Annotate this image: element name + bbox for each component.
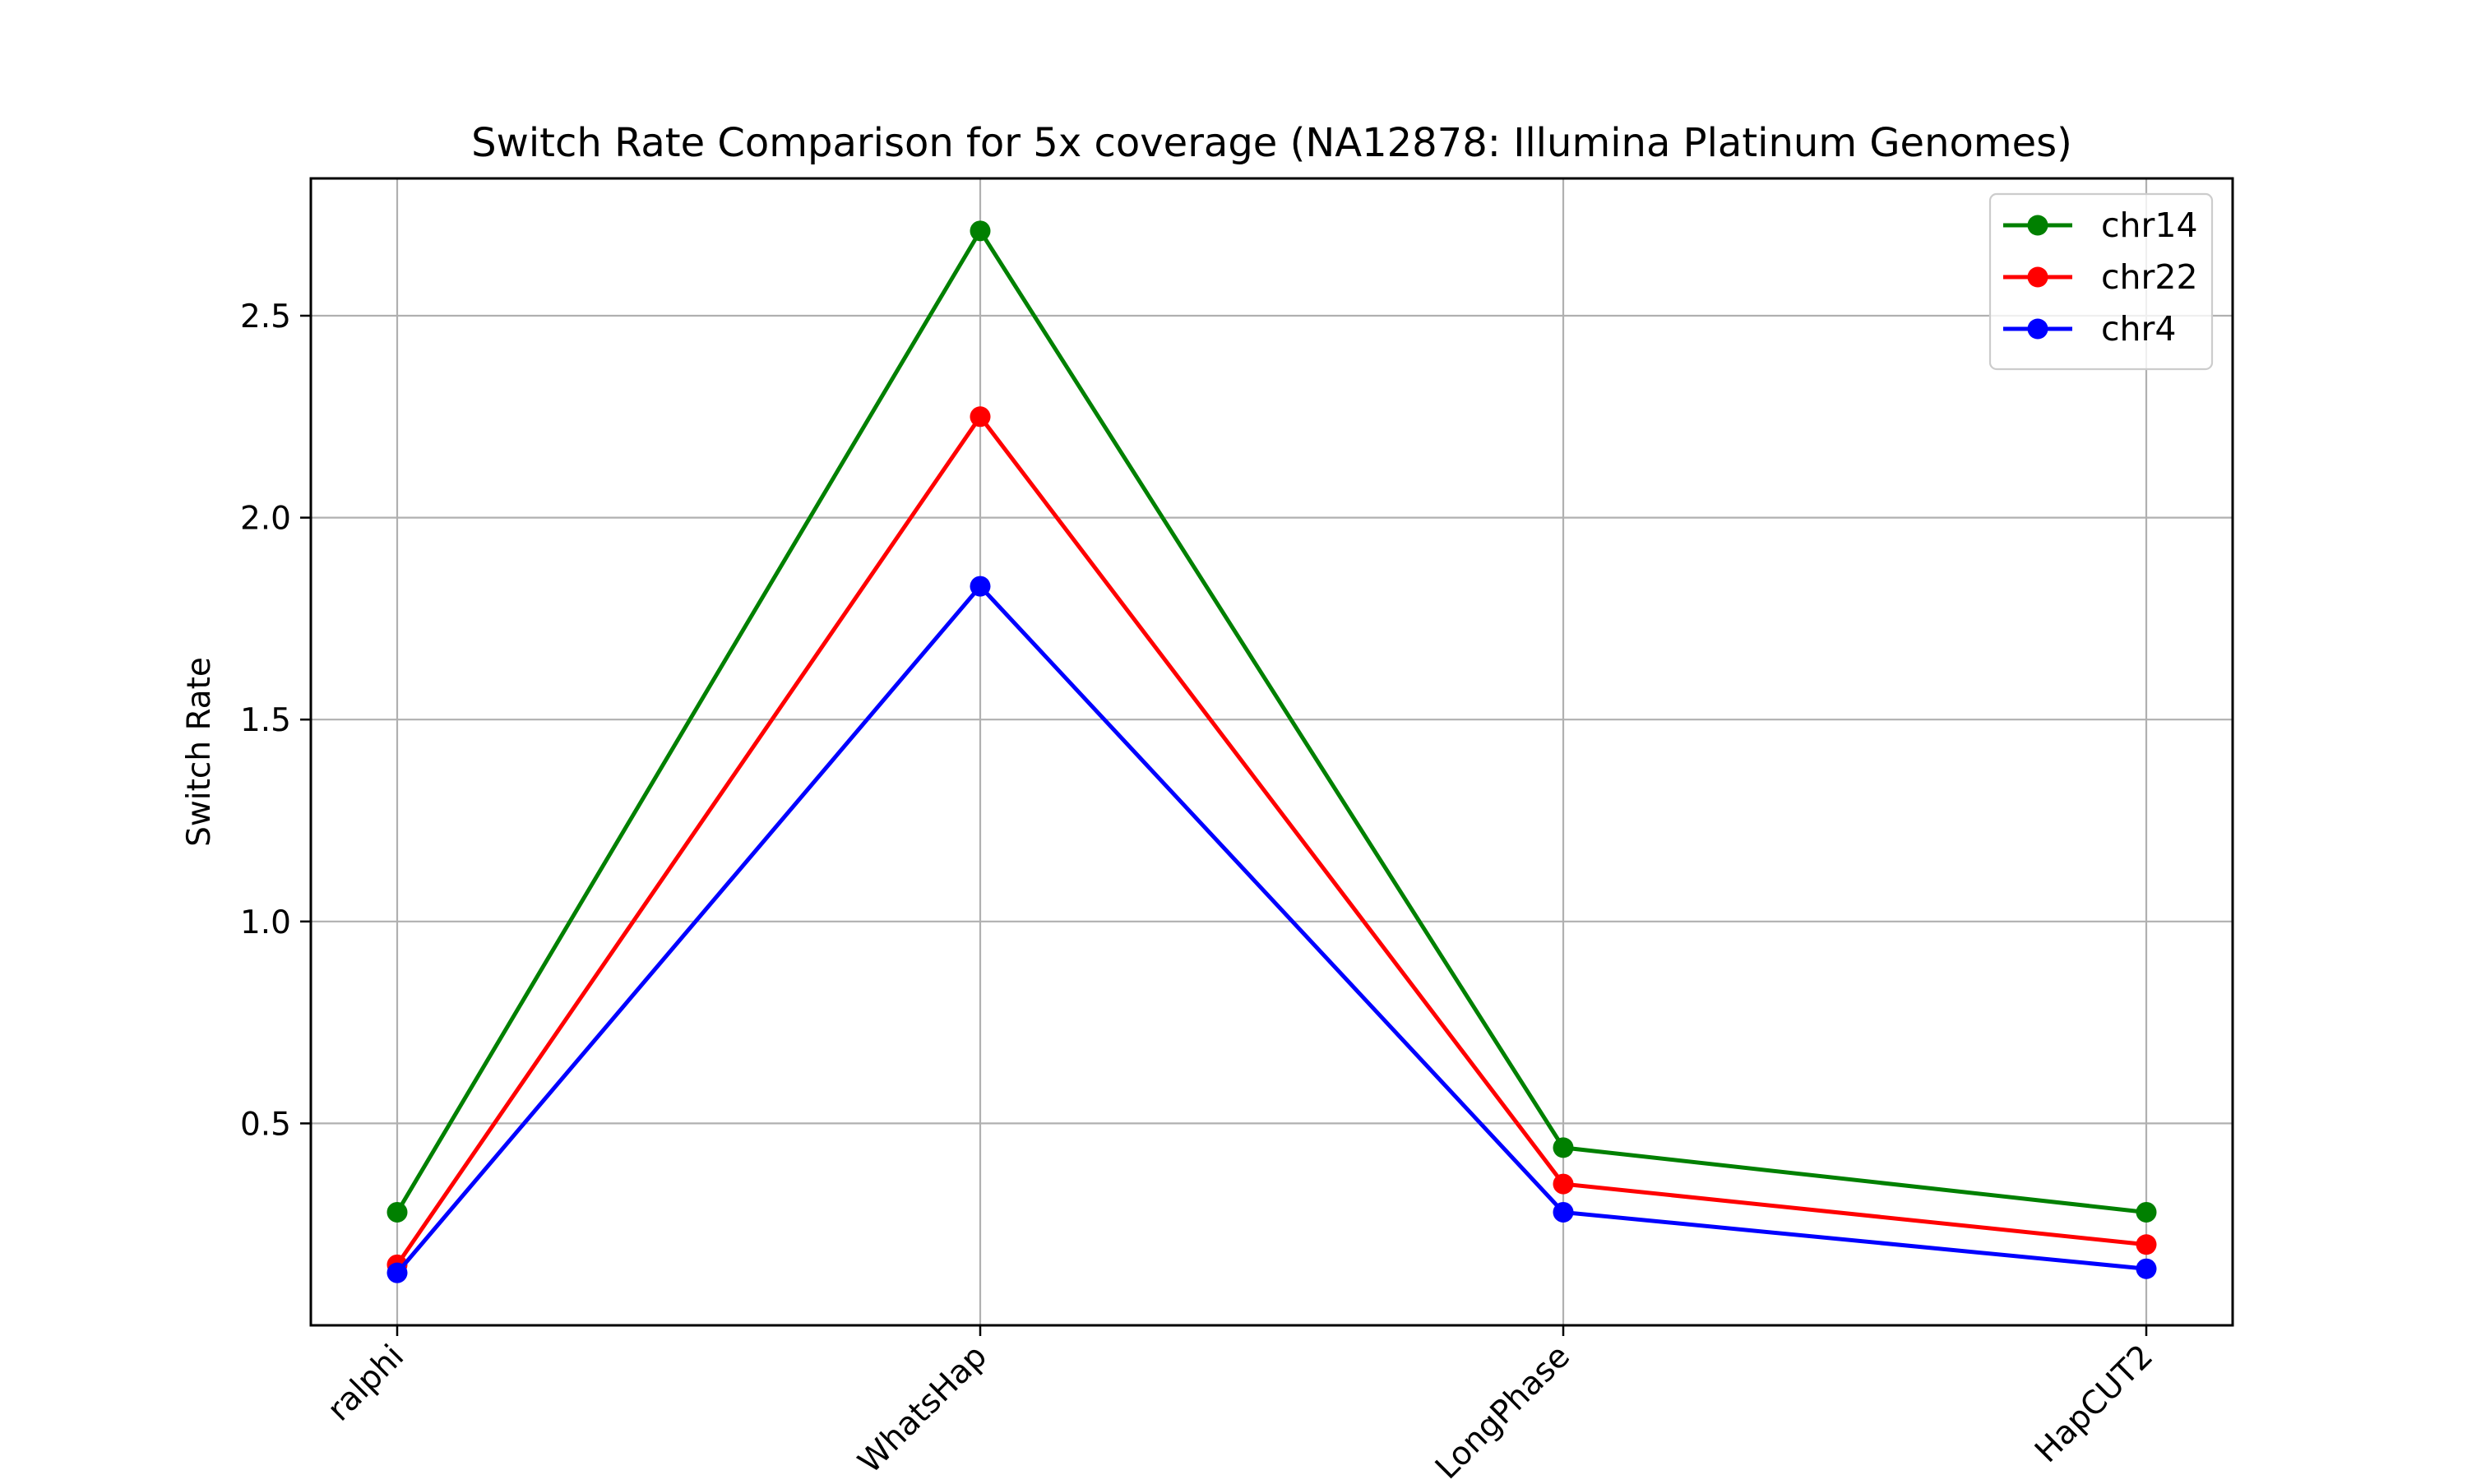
data-point-chr4 xyxy=(970,576,991,597)
legend-marker-chr14 xyxy=(2027,215,2048,236)
plot-area-frame xyxy=(309,177,2234,1327)
data-point-chr14 xyxy=(386,1201,408,1223)
y-tick-label: 2.5 xyxy=(240,298,291,335)
data-point-chr4 xyxy=(386,1262,408,1283)
series-lines xyxy=(386,220,2157,1283)
y-axis-label: Switch Rate xyxy=(181,657,218,847)
series-line-chr4 xyxy=(396,584,2147,1274)
legend-label-chr22: chr22 xyxy=(2101,257,2198,297)
legend-label-chr14: chr14 xyxy=(2101,206,2198,245)
legend-label-chr4: chr4 xyxy=(2101,309,2176,349)
data-point-chr4 xyxy=(2136,1258,2157,1279)
series-line-chr14 xyxy=(395,229,2147,1214)
chart-title: Switch Rate Comparison for 5x coverage (… xyxy=(471,120,2072,166)
y-tick-label: 1.5 xyxy=(240,702,291,739)
data-point-chr22 xyxy=(1553,1173,1574,1195)
legend-marker-chr22 xyxy=(2027,266,2048,288)
data-point-chr22 xyxy=(2136,1234,2157,1255)
series-line-chr22 xyxy=(395,414,2147,1266)
data-point-chr14 xyxy=(970,220,991,242)
data-point-chr4 xyxy=(1553,1201,1574,1223)
y-tick-label: 0.5 xyxy=(240,1106,291,1143)
data-point-chr22 xyxy=(970,406,991,428)
legend: chr14 chr22 chr4 xyxy=(1988,192,2214,371)
grid-lines xyxy=(311,178,2233,1325)
data-point-chr14 xyxy=(1553,1137,1574,1158)
y-tick-label: 1.0 xyxy=(240,904,291,941)
y-tick-label: 2.0 xyxy=(240,501,291,538)
legend-marker-chr4 xyxy=(2027,318,2048,340)
data-point-chr14 xyxy=(2136,1201,2157,1223)
